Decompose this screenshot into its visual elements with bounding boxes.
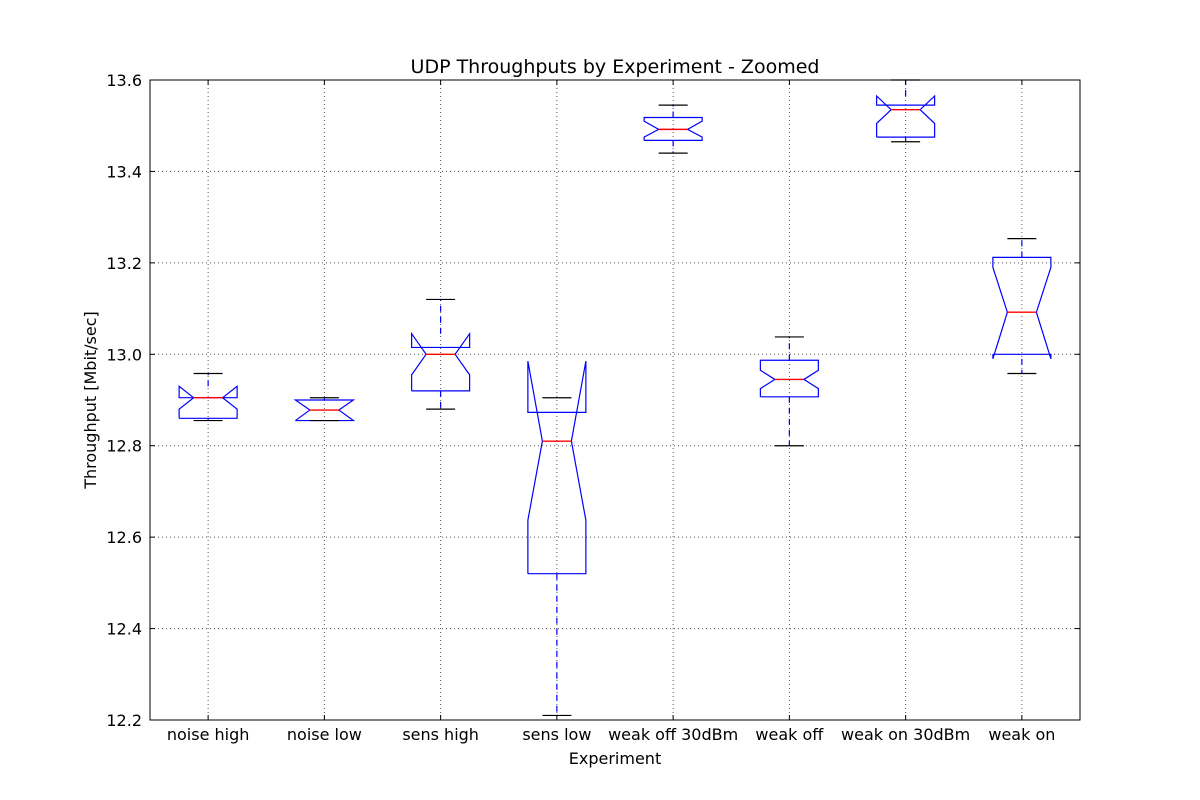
grid-lines bbox=[150, 79, 1080, 721]
x-tick-label: noise low bbox=[287, 725, 362, 744]
box-weak-off-30dbm bbox=[643, 104, 703, 154]
box-noise-low bbox=[293, 397, 356, 422]
box-sens-high bbox=[411, 298, 471, 410]
plot-frame bbox=[149, 79, 1081, 721]
box-weak-on bbox=[992, 238, 1052, 375]
box-weak-off bbox=[759, 336, 819, 447]
axis-ticks: 12.2 12.4 12.6 12.8 13.0 13.2 13.4 13.6 noise hi… bbox=[106, 71, 1080, 744]
x-tick-label: noise high bbox=[167, 725, 250, 744]
box-outline bbox=[527, 361, 587, 575]
box-outline bbox=[876, 94, 936, 138]
y-tick-label: 13.6 bbox=[106, 71, 142, 90]
chart-title: UDP Throughputs by Experiment - Zoomed bbox=[411, 56, 820, 78]
box-outline bbox=[992, 256, 1052, 360]
y-tick-label: 12.2 bbox=[106, 711, 142, 730]
x-tick-label: weak off 30dBm bbox=[608, 725, 738, 744]
box-sens-low bbox=[527, 361, 587, 717]
y-tick-label: 13.0 bbox=[106, 345, 142, 364]
x-tick-label: weak on bbox=[988, 725, 1055, 744]
box-series bbox=[178, 79, 1052, 717]
box-outline bbox=[411, 331, 471, 392]
x-axis-title: Experiment bbox=[569, 749, 661, 768]
x-tick-label: weak off bbox=[755, 725, 824, 744]
box-outline bbox=[643, 116, 703, 141]
x-tick-label: sens high bbox=[402, 725, 479, 744]
y-tick-label: 12.8 bbox=[106, 437, 142, 456]
y-tick-label: 13.2 bbox=[106, 254, 142, 273]
x-tick-label: weak on 30dBm bbox=[841, 725, 970, 744]
y-tick-label: 12.4 bbox=[106, 620, 142, 639]
box-outline bbox=[759, 359, 819, 398]
box-noise-high bbox=[178, 372, 238, 422]
y-axis-title: Throughput [Mbit/sec] bbox=[81, 311, 100, 490]
y-tick-label: 13.4 bbox=[106, 162, 142, 181]
x-tick-label: sens low bbox=[522, 725, 591, 744]
y-tick-label: 12.6 bbox=[106, 528, 142, 547]
box-outline bbox=[178, 385, 238, 419]
